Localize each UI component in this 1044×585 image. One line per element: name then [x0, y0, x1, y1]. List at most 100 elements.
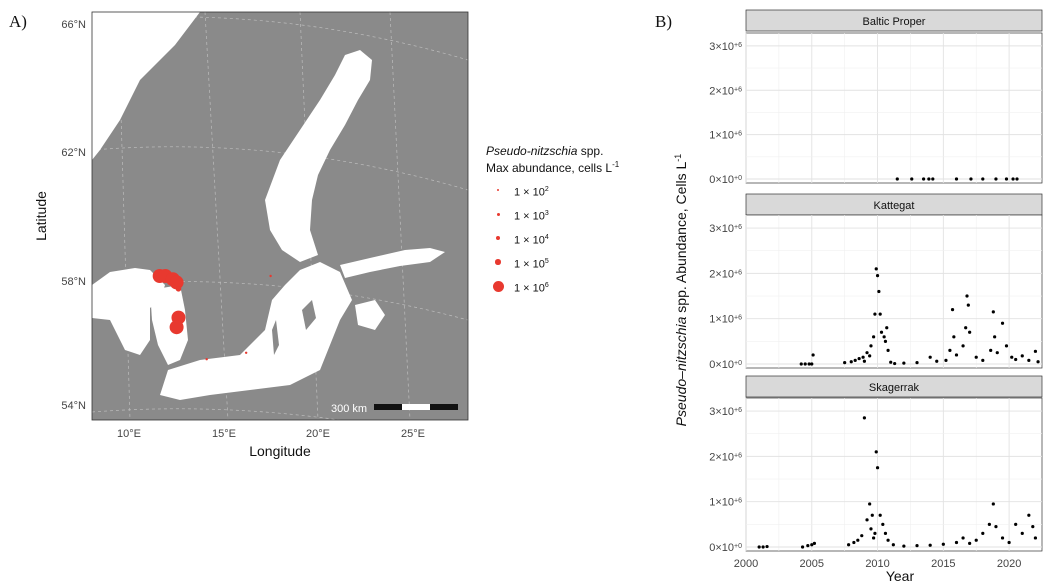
data-point — [964, 326, 968, 330]
map-point — [205, 358, 208, 361]
data-point — [885, 326, 889, 330]
data-point — [812, 541, 817, 545]
y-tick-label: 3×10+6 — [709, 223, 742, 235]
data-point — [1033, 349, 1038, 353]
x-tick-label: 2010 — [865, 558, 889, 570]
y-tick-label: 2×10+6 — [709, 451, 742, 463]
data-point — [869, 344, 873, 348]
data-point — [915, 544, 919, 548]
data-point — [875, 466, 880, 470]
y-tick-label: 0×10+0 — [709, 359, 742, 371]
map-point — [169, 275, 184, 290]
facet-panel: Skagerrak 0×10+0 1×10+6 2×10+6 3×10+6 — [709, 375, 1043, 554]
legend-label: 1 × 105 — [514, 258, 549, 271]
lat-tick-66: 66°N — [61, 19, 86, 31]
data-point — [994, 177, 998, 181]
data-point — [991, 502, 995, 506]
legend-swatch — [497, 189, 499, 191]
data-point — [883, 531, 888, 536]
data-point — [1010, 355, 1014, 359]
legend-label: 1 × 106 — [514, 282, 549, 295]
facet-grid — [745, 33, 1042, 183]
data-point — [993, 335, 997, 339]
facet-points — [799, 267, 1040, 366]
legend-entry: 1 × 106 — [486, 275, 656, 299]
scale-bar — [374, 404, 458, 410]
data-point — [981, 531, 985, 536]
data-point — [803, 362, 807, 366]
data-point — [1004, 177, 1009, 181]
map-point — [175, 286, 182, 292]
data-point — [1000, 321, 1005, 325]
data-point — [1031, 525, 1035, 529]
data-point — [965, 294, 969, 298]
map-gulf-of-riga — [355, 300, 385, 330]
map-baltic-proper — [160, 262, 352, 400]
legend-entry: 1 × 104 — [486, 227, 656, 251]
map-frame — [91, 11, 469, 421]
data-point — [952, 335, 956, 339]
data-point — [1011, 177, 1015, 181]
data-point — [1014, 357, 1018, 362]
data-point — [968, 541, 972, 545]
map-gulf-of-finland — [340, 248, 445, 278]
map-point — [269, 274, 272, 278]
data-point — [989, 348, 993, 353]
chart-y-axis-title-sup: -1 — [673, 154, 683, 162]
data-point — [950, 308, 955, 312]
data-point — [1007, 540, 1011, 545]
data-point — [1000, 536, 1005, 540]
map-norwegian-sea — [92, 12, 200, 160]
data-point — [902, 361, 906, 365]
facet-strip-label: Skagerrak — [869, 382, 920, 394]
data-point — [966, 303, 970, 307]
legend-entry: 1 × 105 — [486, 251, 656, 275]
data-point — [875, 274, 880, 278]
data-point — [857, 356, 861, 361]
map-point — [169, 320, 184, 335]
data-point — [969, 177, 973, 181]
data-point — [843, 361, 847, 365]
data-point — [961, 536, 965, 540]
data-point — [927, 177, 931, 181]
data-point — [1036, 360, 1040, 364]
x-tick-label: 2020 — [997, 558, 1021, 570]
map-legend: Pseudo-nitzschia spp. Max abundance, cel… — [486, 144, 656, 299]
map-points-layer — [152, 269, 272, 361]
data-point — [862, 359, 866, 363]
facet-strip — [745, 9, 1043, 32]
facet-points — [757, 416, 1038, 549]
chart-y-axis-title-taxon: Pseudo–nitzschia — [673, 316, 689, 426]
y-tick-label: 1×10+6 — [709, 314, 742, 326]
y-tick-label: 2×10+6 — [709, 85, 742, 97]
data-point — [1027, 358, 1031, 362]
map-kattegat — [150, 285, 188, 365]
data-point — [886, 348, 890, 353]
x-tick-label: 2015 — [931, 558, 955, 570]
data-point — [981, 358, 985, 362]
data-point — [847, 543, 851, 547]
data-point — [954, 177, 959, 181]
facet-strip — [745, 375, 1043, 398]
data-point — [874, 267, 878, 271]
facet-strip-label: Baltic Proper — [863, 16, 926, 28]
legend-label: 1 × 102 — [514, 186, 549, 199]
data-point — [893, 361, 897, 366]
data-point — [889, 360, 893, 364]
facet-plot-area — [745, 32, 1043, 184]
data-point — [1020, 531, 1024, 536]
data-point — [1014, 522, 1018, 526]
data-point — [961, 344, 965, 348]
legend-label: 1 × 104 — [514, 234, 549, 247]
data-point — [895, 177, 899, 181]
panel-b-label: B) — [655, 12, 672, 31]
data-point — [807, 362, 811, 366]
panel-a-label: A) — [9, 12, 27, 31]
data-point — [849, 360, 853, 364]
legend-subtitle-sup: -1 — [612, 160, 620, 169]
data-point — [877, 289, 881, 294]
legend-subtitle: Max abundance, cells L — [486, 161, 613, 175]
data-point — [868, 354, 872, 358]
data-point — [757, 545, 761, 549]
x-tick-label: 2000 — [734, 558, 758, 570]
